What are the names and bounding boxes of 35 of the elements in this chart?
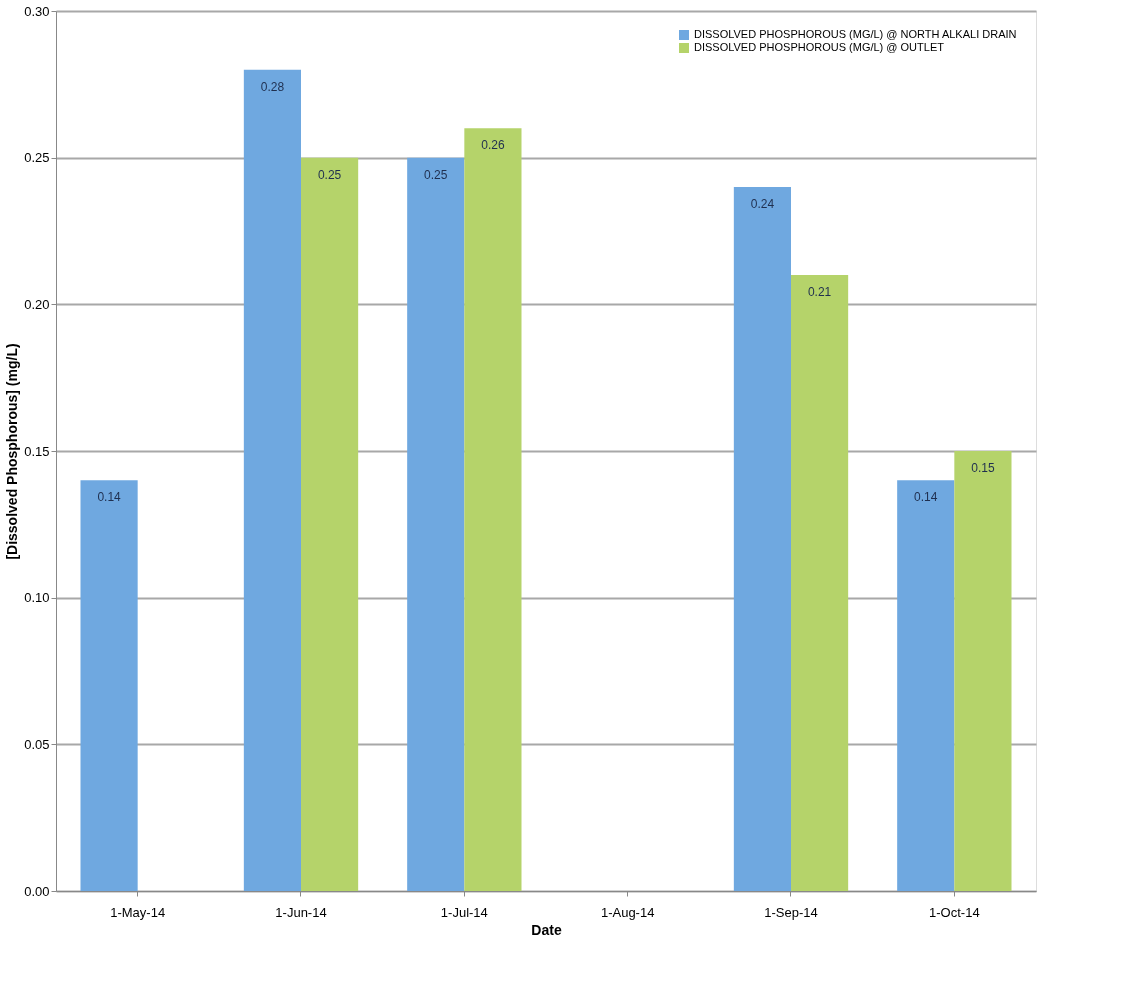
y-tick-label: 0.00 xyxy=(24,883,50,899)
x-tick-label: 1-Oct-14 xyxy=(929,904,980,920)
data-label: 0.14 xyxy=(914,490,938,505)
y-tick-label: 0.05 xyxy=(24,736,50,752)
x-tick-label: 1-Jul-14 xyxy=(440,904,488,920)
data-label: 0.24 xyxy=(750,197,775,211)
y-tick-label: 0.10 xyxy=(24,590,50,606)
legend-label: DISSOLVED PHOSPHOROUS (MG/L) @ NORTH ALKALI DRAIN xyxy=(694,28,1017,40)
data-label: 0.21 xyxy=(807,285,832,299)
bar xyxy=(897,480,955,891)
data-label: 0.25 xyxy=(424,167,448,182)
data-label: 0.28 xyxy=(260,79,285,94)
legend-label: DISSOLVED PHOSPHOROUS (MG/L) @ OUTLET xyxy=(694,41,945,53)
bar xyxy=(243,69,301,891)
y-axis-title: [Dissolved Phosphorous] (mg/L) xyxy=(4,343,21,560)
bar xyxy=(464,128,522,891)
x-tick-label: 1-Jun-14 xyxy=(275,904,327,920)
data-label: 0.25 xyxy=(317,167,342,182)
y-tick-label: 0.15 xyxy=(24,443,50,459)
x-tick-label: 1-May-14 xyxy=(110,904,166,920)
x-tick-label: 1-Aug-14 xyxy=(600,904,655,920)
bar xyxy=(407,157,465,891)
y-tick-label: 0.30 xyxy=(24,3,50,19)
data-label: 0.15 xyxy=(971,461,995,475)
bar xyxy=(301,157,359,891)
data-label: 0.26 xyxy=(481,138,505,153)
bar xyxy=(80,480,138,891)
y-tick-label: 0.25 xyxy=(24,150,50,166)
x-axis-title: Date xyxy=(531,921,562,938)
y-tick-label: 0.20 xyxy=(24,296,50,312)
data-label: 0.14 xyxy=(97,490,122,505)
bar xyxy=(791,275,849,891)
bar xyxy=(733,187,791,891)
x-tick-label: 1-Sep-14 xyxy=(764,904,818,920)
bar xyxy=(954,451,1012,891)
